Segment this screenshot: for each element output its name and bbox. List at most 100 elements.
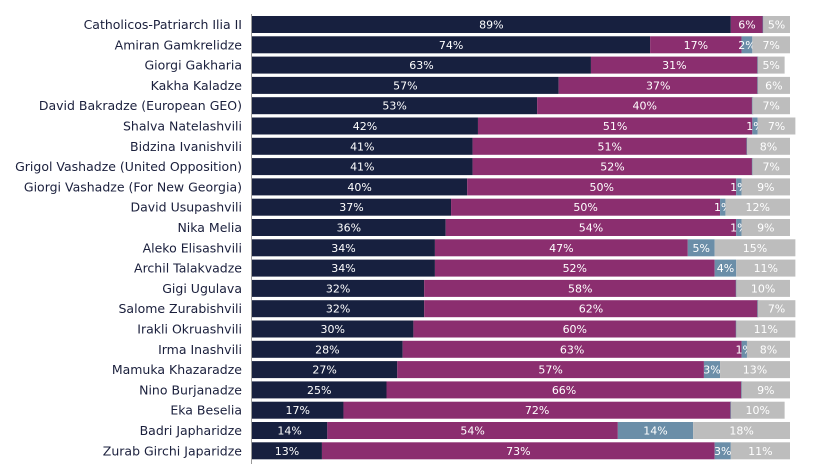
data-label-positive: 32% — [326, 282, 350, 295]
category-label: Badri Japharidze — [140, 423, 243, 438]
data-label-dk_ra: 7% — [762, 39, 779, 52]
data-label-dk_ra: 10% — [751, 282, 775, 295]
data-label-dk_ra: 5% — [762, 59, 779, 72]
bar-segment-negative — [467, 178, 737, 196]
bar-segment-dk_ra — [752, 97, 790, 115]
data-label-positive: 40% — [347, 181, 371, 194]
bar-segment-dk_ra — [757, 300, 796, 318]
bar-segment-dk_ra — [736, 320, 796, 338]
data-label-dk_ra: 13% — [743, 364, 767, 377]
data-label-positive: 36% — [337, 222, 361, 235]
bar-segment-positive — [252, 320, 414, 338]
bar-segment-negative — [590, 56, 758, 74]
data-label-positive: 27% — [312, 364, 336, 377]
bar-segment-dk_ra — [752, 36, 790, 54]
category-label: David Bakradze (European GEO) — [39, 98, 242, 113]
bar-segment-unaware — [720, 198, 726, 216]
bar-segment-positive — [252, 422, 328, 439]
data-label-negative: 51% — [598, 140, 622, 153]
bar-segment-negative — [537, 97, 753, 115]
data-label-unaware: 5% — [693, 242, 710, 255]
data-label-positive: 53% — [382, 100, 406, 113]
bar-segment-positive — [252, 361, 398, 379]
bar-segment-dk_ra — [730, 442, 790, 460]
bar-segment-negative — [424, 300, 758, 318]
bar-segment-positive — [252, 401, 344, 419]
bar-segment-positive — [252, 442, 322, 460]
bar-segment-dk_ra — [714, 239, 796, 257]
data-label-positive: 37% — [339, 201, 363, 214]
data-label-positive: 41% — [350, 140, 374, 153]
data-label-unaware: 3% — [703, 364, 720, 377]
bar-segment-negative — [558, 76, 758, 94]
data-label-dk_ra: 7% — [762, 161, 779, 174]
data-label-positive: 13% — [275, 445, 299, 458]
category-label: Amiran Gamkrelidze — [115, 37, 243, 52]
data-label-negative: 66% — [552, 384, 576, 397]
bar-segment-positive — [252, 259, 435, 277]
data-label-dk_ra: 5% — [768, 19, 785, 32]
bar-segment-unaware — [741, 340, 747, 358]
data-label-dk_ra: 6% — [765, 79, 782, 92]
category-label: Aleko Elisashvili — [143, 240, 242, 255]
category-label: Zurab Girchi Japaridze — [103, 443, 243, 458]
data-label-negative: 57% — [538, 364, 562, 377]
bar-segment-dk_ra — [741, 381, 790, 399]
bar-segment-negative — [434, 259, 715, 277]
bar-segment-negative — [386, 381, 742, 399]
bar-segment-unaware — [741, 36, 753, 54]
bar-segment-positive — [252, 279, 425, 297]
bar-segment-dk_ra — [736, 279, 790, 297]
data-label-dk_ra: 10% — [745, 404, 769, 417]
data-label-unaware: 4% — [717, 262, 734, 275]
data-label-negative: 52% — [563, 262, 587, 275]
bar-segment-negative — [397, 361, 704, 379]
bar-segment-dk_ra — [741, 219, 790, 236]
data-label-negative: 50% — [573, 201, 597, 214]
bar-segment-dk_ra — [720, 361, 790, 379]
bar-segment-negative — [451, 198, 721, 216]
data-label-positive: 17% — [286, 404, 310, 417]
category-label: Giorgi Gakharia — [144, 58, 242, 73]
bar-segment-unaware — [703, 361, 721, 379]
bar-segment-dk_ra — [763, 16, 790, 33]
data-label-negative: 60% — [563, 323, 587, 336]
data-label-dk_ra: 15% — [743, 242, 767, 255]
data-label-positive: 28% — [315, 343, 339, 356]
data-label-negative: 73% — [506, 445, 530, 458]
data-label-negative: 37% — [646, 79, 670, 92]
bar-segment-negative — [477, 117, 753, 135]
category-label: Archil Talakvadze — [134, 261, 242, 276]
bar-segment-positive — [252, 97, 538, 115]
data-label-positive: 32% — [326, 303, 350, 316]
data-label-dk_ra: 7% — [768, 120, 785, 133]
bar-segment-negative — [413, 320, 737, 338]
data-label-dk_ra: 18% — [729, 425, 753, 438]
category-label: Mamuka Khazaradze — [112, 362, 242, 377]
bar-segment-dk_ra — [736, 259, 796, 277]
data-label-negative: 54% — [579, 222, 603, 235]
bar-segment-dk_ra — [741, 178, 790, 196]
category-label: Shalva Natelashvili — [123, 119, 242, 134]
data-label-unaware: 3% — [714, 445, 731, 458]
data-label-negative: 62% — [579, 303, 603, 316]
category-label: Grigol Vashadze (United Opposition) — [15, 159, 242, 174]
bar-segment-unaware — [736, 178, 742, 196]
data-label-dk_ra: 11% — [754, 323, 778, 336]
data-label-positive: 42% — [353, 120, 377, 133]
category-label: Bidzina Ivanishvili — [130, 139, 242, 154]
data-label-dk_ra: 9% — [757, 181, 774, 194]
bar-segment-negative — [445, 219, 737, 236]
category-label: Nika Melia — [177, 220, 242, 235]
bar-segment-negative — [402, 340, 742, 358]
bar-segment-dk_ra — [757, 76, 790, 94]
category-label: Kakha Kaladze — [151, 78, 243, 93]
bar-segment-positive — [252, 340, 403, 358]
bar-segment-positive — [252, 219, 446, 236]
data-label-dk_ra: 9% — [757, 384, 774, 397]
data-label-positive: 34% — [331, 262, 355, 275]
bar-segment-unaware — [714, 259, 737, 277]
bar-segment-positive — [252, 117, 478, 135]
bar-segment-positive — [252, 300, 425, 318]
bar-segment-negative — [434, 239, 688, 257]
